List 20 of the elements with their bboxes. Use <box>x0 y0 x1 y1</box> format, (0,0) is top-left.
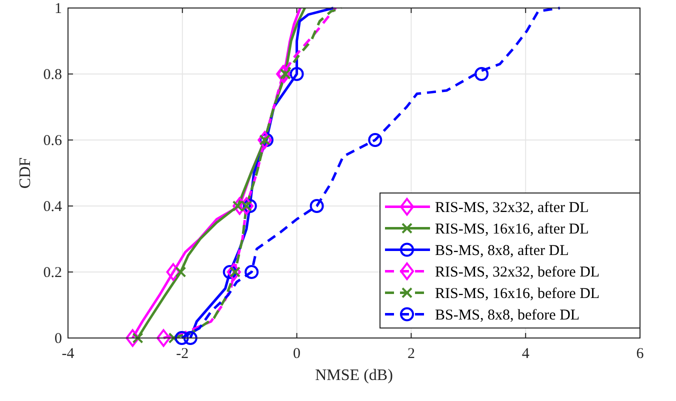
y-axis-title: CDF <box>17 157 34 189</box>
legend-label: RIS-MS, 16x16, after DL <box>435 221 589 238</box>
x-axis-title: NMSE (dB) <box>315 367 393 384</box>
x-tick-label: 0 <box>293 346 301 362</box>
legend-label: BS-MS, 8x8, after DL <box>435 242 569 259</box>
y-tick-label: 0.8 <box>43 67 62 83</box>
x-tick-label: -4 <box>62 346 75 362</box>
x-tick-label: 2 <box>407 346 415 362</box>
legend-label: RIS-MS, 32x32, before DL <box>435 264 600 280</box>
y-tick-label: 0.2 <box>43 265 62 281</box>
y-tick-label: 1 <box>54 1 62 17</box>
y-tick-label: 0.6 <box>43 133 62 149</box>
legend-label: RIS-MS, 16x16, before DL <box>435 286 600 302</box>
y-tick-label: 0 <box>54 331 62 347</box>
y-tick-label: 0.4 <box>43 199 62 215</box>
x-tick-label: 6 <box>636 346 644 362</box>
legend-label: RIS-MS, 32x32, after DL <box>435 200 589 216</box>
legend-label: BS-MS, 8x8, before DL <box>435 307 580 324</box>
x-tick-label: 4 <box>522 346 530 362</box>
x-tick-label: -2 <box>176 346 189 362</box>
